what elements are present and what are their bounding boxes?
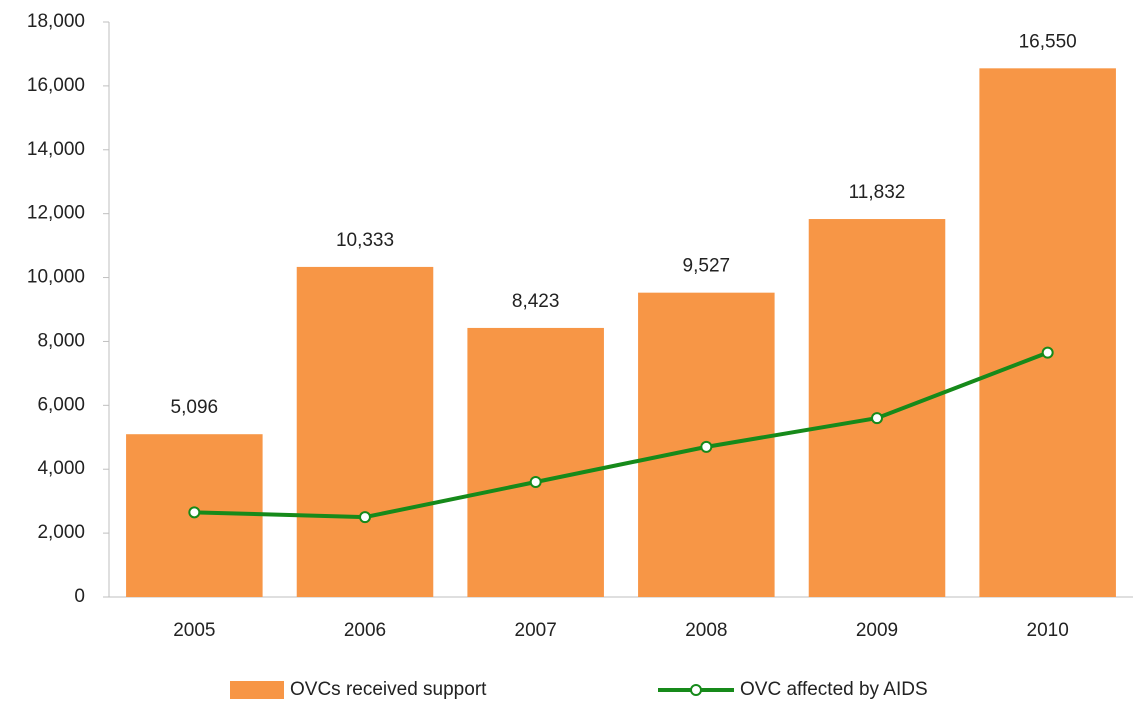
y-tick-label: 18,000 bbox=[27, 11, 85, 32]
data-label: 11,832 bbox=[849, 182, 906, 203]
data-label: 10,333 bbox=[336, 230, 394, 251]
y-tick-label: 16,000 bbox=[27, 75, 85, 96]
legend-swatch bbox=[230, 681, 284, 699]
line-point bbox=[188, 506, 201, 519]
data-label: 9,527 bbox=[683, 256, 731, 277]
line-point bbox=[700, 440, 713, 453]
y-tick-label: 6,000 bbox=[37, 394, 85, 415]
line-point bbox=[871, 412, 883, 425]
bar bbox=[808, 219, 946, 598]
y-tick-label: 8,000 bbox=[37, 330, 85, 351]
y-tick-label: 12,000 bbox=[27, 203, 85, 224]
legend-label: OVCs received support bbox=[290, 679, 487, 700]
line-point bbox=[529, 476, 542, 488]
x-tick-label: 2008 bbox=[685, 620, 727, 641]
y-tick-label: 4,000 bbox=[37, 458, 85, 479]
x-tick-label: 2005 bbox=[173, 620, 215, 641]
y-tick-label: 10,000 bbox=[27, 267, 85, 288]
line bbox=[194, 350, 1049, 520]
bar bbox=[296, 266, 434, 597]
data-label: 5,096 bbox=[171, 397, 219, 418]
data-label: 8,423 bbox=[512, 291, 560, 312]
x-tick-label: 2007 bbox=[515, 620, 557, 641]
data-label: 16,550 bbox=[1019, 31, 1077, 52]
legend-marker bbox=[690, 684, 702, 696]
bar bbox=[467, 327, 604, 597]
y-tick-label: 14,000 bbox=[27, 139, 85, 160]
legend-label: OVC affected by AIDS bbox=[740, 679, 928, 700]
y-tick-label: 2,000 bbox=[37, 522, 85, 543]
x-tick-label: 2006 bbox=[344, 620, 386, 641]
x-tick-label: 2009 bbox=[856, 620, 898, 641]
line-point bbox=[1041, 346, 1054, 359]
line-point bbox=[359, 511, 371, 524]
x-tick-label: 2010 bbox=[1027, 620, 1069, 641]
y-tick-label: 0 bbox=[74, 586, 85, 607]
bar bbox=[979, 68, 1116, 597]
